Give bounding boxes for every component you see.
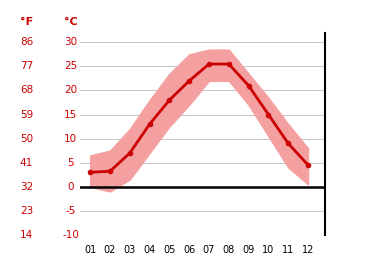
Text: 68: 68: [20, 85, 33, 96]
Text: 25: 25: [64, 61, 77, 72]
Text: 14: 14: [20, 230, 33, 240]
Text: 50: 50: [20, 133, 33, 144]
Text: -5: -5: [65, 206, 76, 216]
Text: 30: 30: [64, 37, 77, 48]
Text: 20: 20: [64, 85, 77, 96]
Text: 86: 86: [20, 37, 33, 48]
Text: 77: 77: [20, 61, 33, 72]
Text: 23: 23: [20, 206, 33, 216]
Text: 0: 0: [67, 182, 74, 192]
Text: 59: 59: [20, 109, 33, 120]
Text: °F: °F: [20, 17, 33, 27]
Text: 10: 10: [64, 133, 77, 144]
Text: °C: °C: [64, 17, 77, 27]
Text: 32: 32: [20, 182, 33, 192]
Text: 15: 15: [64, 109, 77, 120]
Text: -10: -10: [62, 230, 79, 240]
Text: 5: 5: [67, 158, 74, 168]
Text: 41: 41: [20, 158, 33, 168]
